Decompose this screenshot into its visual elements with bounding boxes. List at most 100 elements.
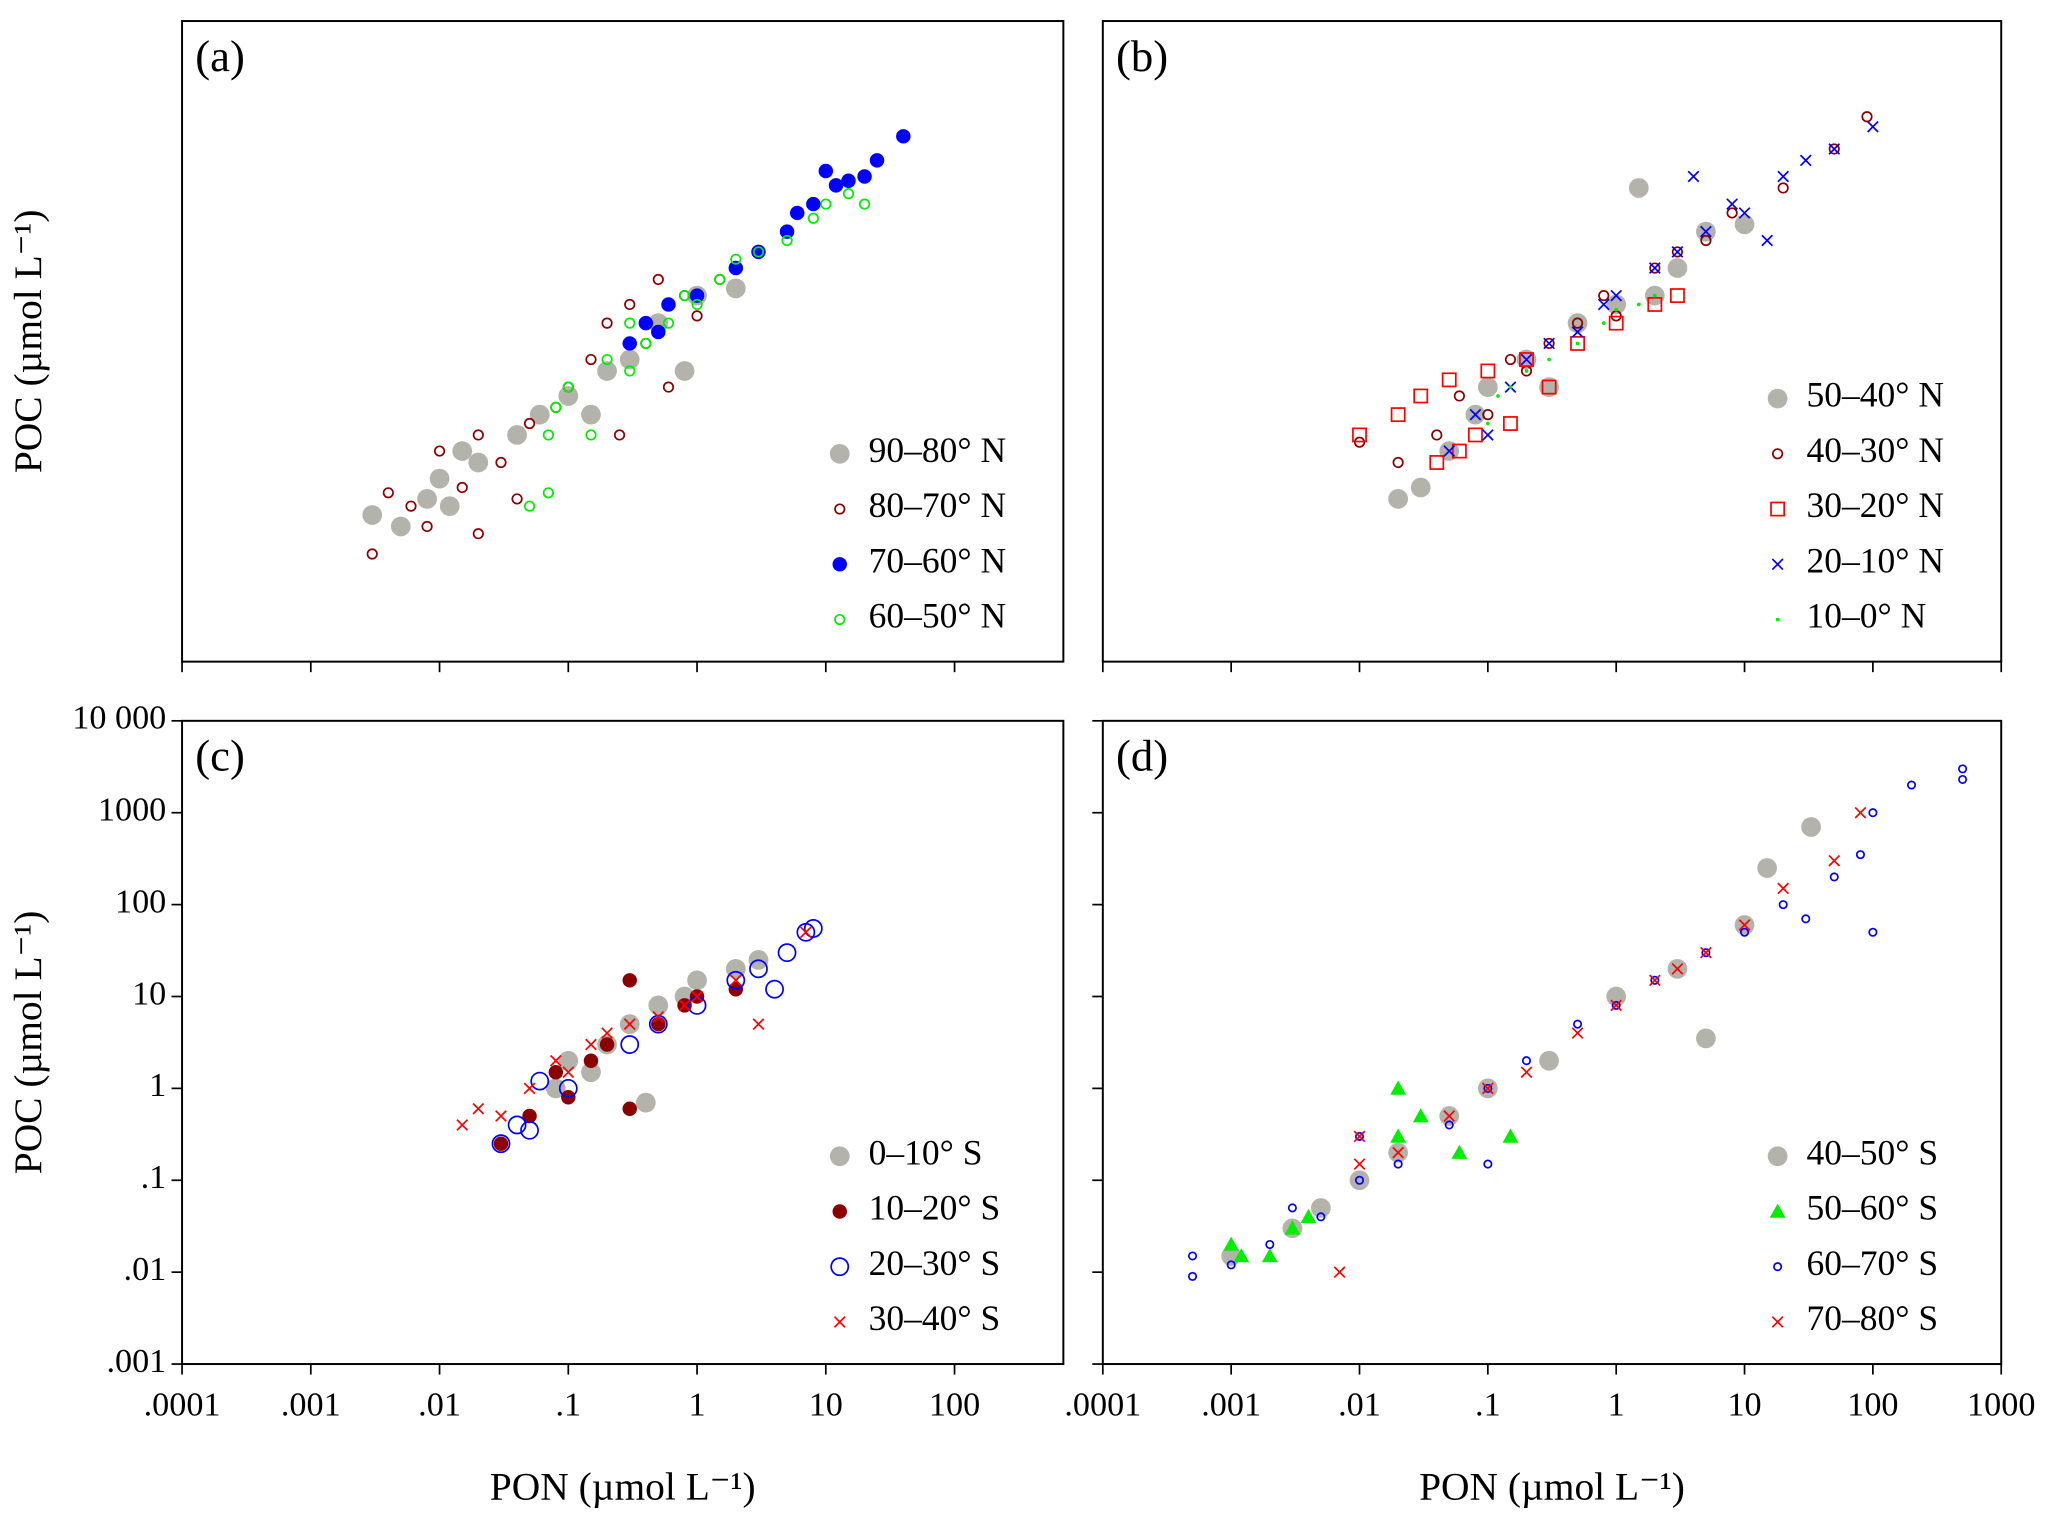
point [1868,927,1878,937]
point [1429,455,1445,470]
point [730,253,742,265]
point [1628,178,1649,198]
point [1958,774,1968,785]
point [1300,1208,1317,1224]
point [1431,429,1443,441]
point [1520,1066,1533,1079]
legend-label: 90–80° N [869,430,1006,470]
point [1700,234,1712,247]
point [652,1011,665,1023]
point [390,516,411,537]
point [691,990,703,1003]
point [1520,353,1533,366]
point [1671,246,1684,258]
point [1390,407,1406,423]
plot-frame [1101,20,2003,663]
point [623,1018,636,1031]
point [562,381,574,393]
point [652,273,664,286]
legend-label: 20–30° S [869,1243,1001,1283]
legend-marker [1769,1203,1786,1218]
point [1503,416,1518,431]
legend-marker [830,1257,850,1277]
legend-marker [1775,617,1780,622]
point [638,315,654,331]
legend-marker [829,443,850,464]
legend-label: 30–20° N [1807,485,1944,525]
point [1354,1175,1365,1185]
legend-marker [833,1316,846,1328]
point [1648,262,1661,274]
x-tick-label: 1 [1608,1386,1625,1423]
point [818,163,834,179]
x-tick-label: .0001 [1064,1386,1141,1423]
point [1906,780,1917,790]
point [417,489,437,509]
x-tick-label: 10 [809,1386,843,1423]
point [1734,214,1755,235]
point [523,417,536,430]
point [1738,207,1751,219]
point [1541,379,1557,395]
point [523,1082,536,1095]
point [1287,1203,1297,1213]
point [752,1018,765,1031]
point [1669,288,1685,304]
point [507,425,527,445]
point [523,500,536,512]
legend-marker [1771,1316,1784,1328]
point [858,198,871,210]
point [678,289,691,302]
legend-marker [1770,501,1786,517]
point [1567,313,1588,333]
point [728,260,744,276]
point [869,153,885,168]
point [1482,409,1494,421]
point [601,353,613,366]
point [1353,1158,1366,1170]
legend-marker [832,1204,847,1219]
point [1187,1271,1198,1281]
point [1868,808,1878,818]
point [624,298,636,311]
panel: .0001 .001 .01 .1 1 10 100 .001 .01 .1 1 10 100 1000 1… [6,700,1065,1508]
point [362,505,383,525]
point [1610,289,1623,302]
point [1614,307,1619,312]
legend-marker [834,613,846,626]
point [1611,1000,1621,1010]
legend-label: 10–20° S [869,1188,1001,1228]
point [421,520,433,533]
point [1483,1083,1493,1093]
point [472,429,484,441]
point [726,970,746,990]
point [648,1014,668,1034]
point [1443,1110,1456,1122]
point [662,381,675,393]
point [1508,385,1513,389]
point [529,404,550,425]
point [1855,850,1865,860]
x-tick-label: 10 [1727,1386,1761,1423]
point [1598,289,1610,302]
point [691,310,703,322]
point [456,1119,469,1131]
point [613,429,626,441]
point [842,188,855,200]
point [1265,1239,1275,1250]
x-tick-label: .001 [1201,1386,1261,1423]
point [601,1027,613,1039]
plot-frame [181,20,1065,663]
point [779,224,795,239]
legend-label: 0–10° S [869,1132,983,1172]
legend-marker [829,1146,850,1167]
y-tick-label: 1 [149,1067,166,1104]
plot-frame [181,719,1065,1366]
point [1687,170,1700,183]
point [790,205,805,221]
x-tick-label: 100 [929,1386,980,1423]
legend-label: 10–0° N [1807,596,1927,636]
point [687,970,707,991]
point [585,429,597,441]
